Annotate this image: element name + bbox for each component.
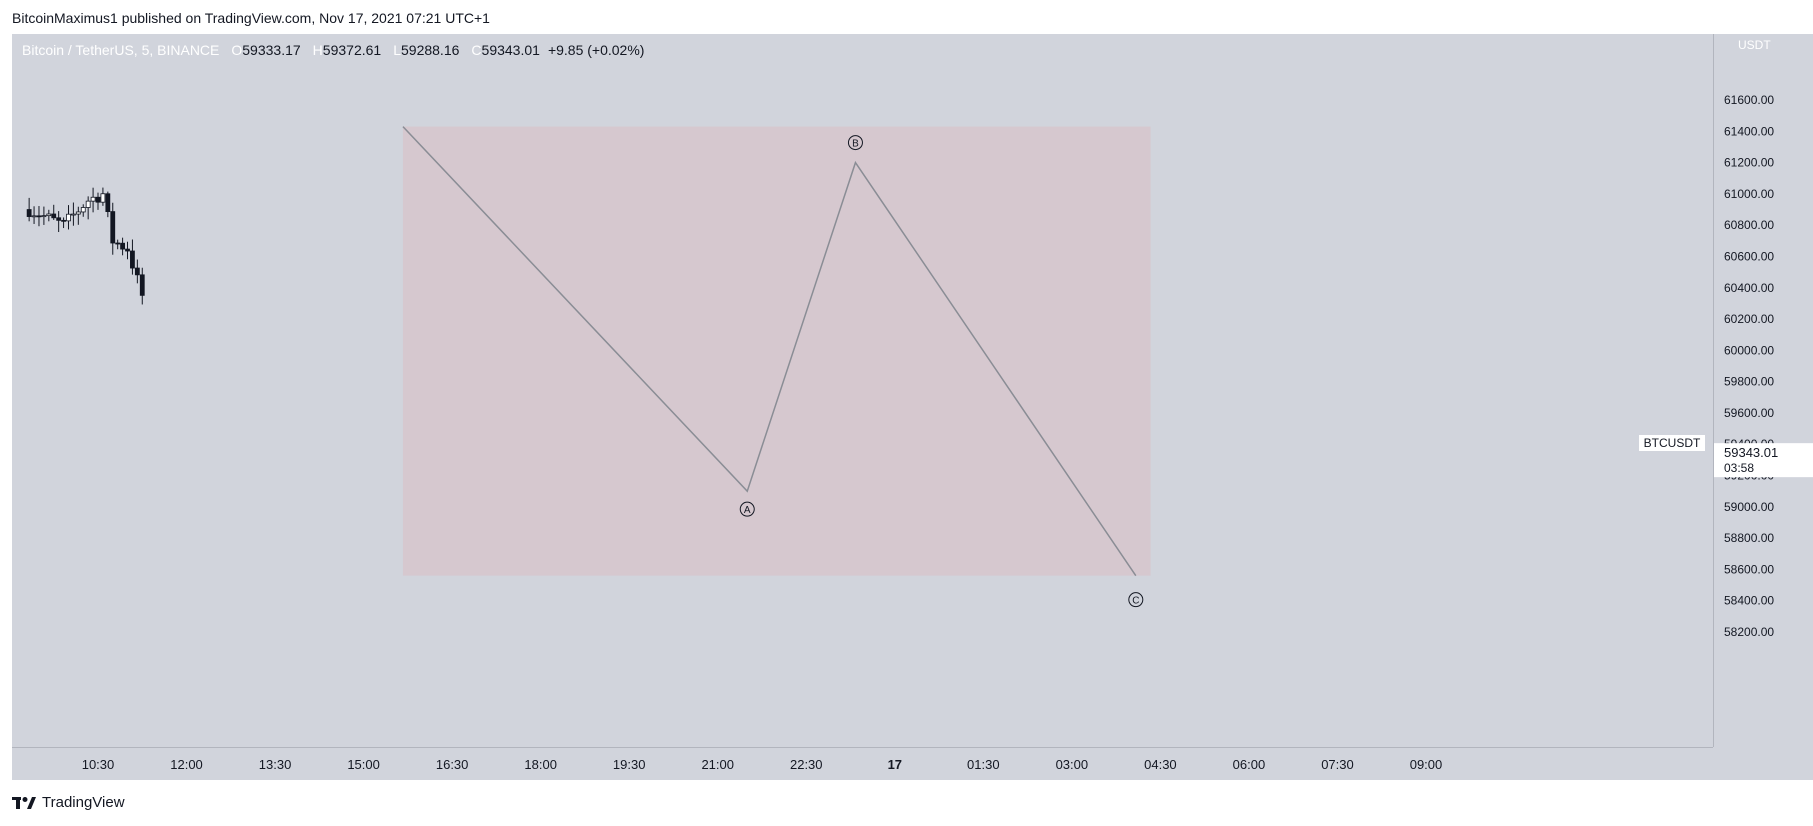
last-price-label: 59343.01 bbox=[1724, 445, 1778, 460]
countdown-label: 03:58 bbox=[1724, 461, 1754, 475]
time-tick-label: 04:30 bbox=[1144, 757, 1177, 772]
price-tick-label: 60000.00 bbox=[1724, 343, 1774, 357]
candle bbox=[139, 267, 145, 305]
time-tick-label: 21:00 bbox=[701, 757, 734, 772]
price-tick-label: 61400.00 bbox=[1724, 124, 1774, 138]
time-tick-label: 15:00 bbox=[347, 757, 380, 772]
time-tick-label: 10:30 bbox=[82, 757, 115, 772]
time-tick-label: 03:00 bbox=[1056, 757, 1089, 772]
chart-panel[interactable]: A B C Bitcoin / TetherUS, 5, BINANCE O 5933… bbox=[12, 34, 1813, 780]
footer-brand-label: TradingView bbox=[42, 794, 125, 811]
candle bbox=[90, 187, 96, 213]
time-tick-label: 12:00 bbox=[170, 757, 203, 772]
time-tick-label: 17 bbox=[888, 757, 902, 772]
last-price-badge bbox=[1714, 443, 1813, 478]
close-value: 59343.01 bbox=[481, 42, 540, 58]
candle bbox=[115, 239, 121, 250]
price-axis[interactable]: USDT 61600.00 61400.00 61200.00 61000.00 6080… bbox=[1713, 34, 1813, 747]
publisher-header: BitcoinMaximus1 published on TradingView… bbox=[12, 10, 490, 26]
candle bbox=[85, 196, 91, 220]
price-tick-label: 61600.00 bbox=[1724, 93, 1774, 107]
low-value: 59288.16 bbox=[401, 42, 460, 58]
candle bbox=[46, 209, 52, 222]
open-value: 59333.17 bbox=[242, 42, 301, 58]
wave-label-c[interactable]: C bbox=[1128, 592, 1144, 608]
price-tick-label: 61000.00 bbox=[1724, 187, 1774, 201]
price-tick-label: 61200.00 bbox=[1724, 156, 1774, 170]
candle bbox=[56, 211, 62, 233]
time-tick-label: 18:00 bbox=[524, 757, 557, 772]
price-tick-label: 60200.00 bbox=[1724, 312, 1774, 326]
candle bbox=[31, 206, 37, 224]
candle bbox=[75, 206, 81, 225]
currency-label: USDT bbox=[1738, 38, 1771, 52]
candle bbox=[36, 206, 42, 227]
candle bbox=[120, 237, 125, 256]
time-tick-label: 09:00 bbox=[1410, 757, 1443, 772]
candle bbox=[51, 204, 57, 220]
time-tick-label: 13:30 bbox=[259, 757, 292, 772]
time-tick-label: 07:30 bbox=[1321, 757, 1354, 772]
low-label: L bbox=[393, 42, 401, 58]
svg-text:C: C bbox=[1132, 596, 1139, 607]
time-tick-label: 19:30 bbox=[613, 757, 646, 772]
candle bbox=[26, 197, 32, 222]
price-tick-label: 58400.00 bbox=[1724, 594, 1774, 608]
candle bbox=[66, 205, 71, 230]
close-label: C bbox=[471, 42, 482, 58]
candle bbox=[41, 206, 47, 225]
abc-wave-line[interactable] bbox=[402, 126, 1137, 577]
candle bbox=[110, 202, 116, 255]
candle bbox=[134, 259, 140, 284]
highlight-zone[interactable] bbox=[402, 126, 1151, 576]
plot-area[interactable]: A B C bbox=[12, 34, 1713, 747]
price-tick-label: 59800.00 bbox=[1724, 375, 1774, 389]
price-tick-label: 59000.00 bbox=[1724, 500, 1774, 514]
high-label: H bbox=[312, 42, 323, 58]
candle bbox=[100, 187, 106, 206]
time-tick-label: 01:30 bbox=[967, 757, 1000, 772]
wave-label-b[interactable]: B bbox=[847, 135, 863, 151]
candle bbox=[95, 192, 101, 210]
candle bbox=[61, 217, 66, 229]
time-axis[interactable]: 10:30 12:00 13:30 15:00 16:30 18:00 19:30 21:00… bbox=[12, 747, 1713, 781]
symbol-tag: BTCUSDT bbox=[1639, 435, 1705, 451]
time-tick-label: 06:00 bbox=[1233, 757, 1266, 772]
candle bbox=[130, 239, 135, 275]
price-tick-label: 58800.00 bbox=[1724, 531, 1774, 545]
svg-text:B: B bbox=[852, 139, 859, 150]
candles bbox=[26, 187, 145, 305]
candle bbox=[125, 241, 130, 260]
price-tick-label: 60800.00 bbox=[1724, 218, 1774, 232]
svg-text:A: A bbox=[744, 505, 751, 516]
price-tick-label: 59600.00 bbox=[1724, 406, 1774, 420]
candle bbox=[105, 191, 111, 218]
candle bbox=[71, 202, 76, 226]
wave-label-a[interactable]: A bbox=[739, 501, 755, 517]
high-value: 59372.61 bbox=[322, 42, 382, 58]
footer-brand: TradingView bbox=[12, 794, 125, 811]
time-tick-label: 16:30 bbox=[436, 757, 469, 772]
price-tick-label: 58600.00 bbox=[1724, 562, 1774, 576]
tradingview-logo-icon bbox=[12, 796, 36, 809]
price-tick-label: 60400.00 bbox=[1724, 281, 1774, 295]
price-tick-label: 58200.00 bbox=[1724, 625, 1774, 639]
candle bbox=[80, 204, 86, 217]
price-tick-label: 60600.00 bbox=[1724, 249, 1774, 263]
open-label: O bbox=[231, 42, 243, 58]
ohlc-legend: Bitcoin / TetherUS, 5, BINANCE O 59333.17… bbox=[22, 42, 644, 58]
change-value: +9.85 (+0.02%) bbox=[547, 42, 645, 58]
symbol-title: Bitcoin / TetherUS, 5, BINANCE bbox=[22, 42, 220, 58]
time-tick-label: 22:30 bbox=[790, 757, 823, 772]
